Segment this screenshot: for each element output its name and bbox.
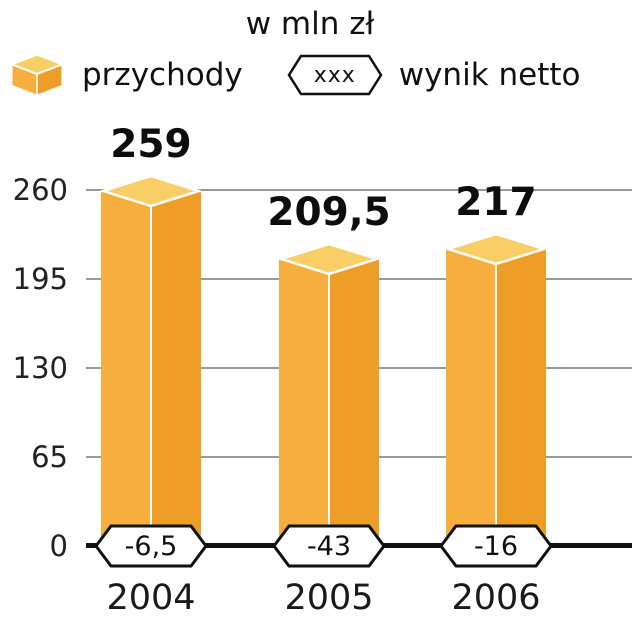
net-result-badge: -6,5 xyxy=(94,524,208,568)
plot-area: 259 -6,5 2004 209,5 xyxy=(86,122,632,618)
bar-right-face xyxy=(151,191,201,546)
bar-ridge-edge xyxy=(495,264,497,546)
y-tick-label: 65 xyxy=(31,440,68,474)
bar-right-face xyxy=(329,259,379,546)
bar-left-face xyxy=(101,191,151,546)
y-tick-label: 130 xyxy=(12,351,68,385)
y-axis: 0 65 130 195 260 xyxy=(0,173,80,563)
cube-icon xyxy=(9,53,65,97)
chart-title: w mln zł xyxy=(245,6,375,42)
x-axis-label: 2005 xyxy=(284,578,374,618)
hexagon-icon-label: xxx xyxy=(313,62,356,88)
bar-ridge-edge xyxy=(150,207,152,546)
bar-przychody xyxy=(101,175,201,546)
legend-label-przychody: przychody xyxy=(82,57,243,93)
bar-przychody xyxy=(446,232,546,546)
bar-left-face xyxy=(279,259,329,546)
bar-right-face xyxy=(496,248,546,546)
bar-top-face xyxy=(101,175,201,208)
legend-label-wynik-netto: wynik netto xyxy=(398,57,581,93)
bar-left-face xyxy=(446,248,496,546)
bar-value-label: 259 xyxy=(110,122,192,168)
bar-przychody xyxy=(279,242,379,546)
net-result-badge: -16 xyxy=(439,524,553,568)
bar-value-label: 217 xyxy=(455,179,537,225)
y-tick-label: 0 xyxy=(49,529,68,563)
hexagon-icon: xxx xyxy=(287,54,383,96)
net-result-value: -43 xyxy=(306,530,352,562)
net-result-value: -6,5 xyxy=(124,530,178,562)
y-tick-label: 260 xyxy=(12,173,68,207)
x-axis-label: 2006 xyxy=(451,578,541,618)
bar-ridge-edge xyxy=(328,275,330,546)
x-axis-label: 2004 xyxy=(106,578,196,618)
bar-value-label: 209,5 xyxy=(267,190,391,236)
net-result-badge: -43 xyxy=(272,524,386,568)
bar-group: 209,5 -43 2005 xyxy=(267,190,390,618)
bar-group: 217 -16 2006 xyxy=(439,180,553,618)
gridline xyxy=(86,189,632,191)
legend-item-przychody: przychody xyxy=(8,52,243,98)
legend: przychody xxx wynik netto xyxy=(8,52,581,98)
bar-group: 259 -6,5 2004 xyxy=(94,122,208,618)
net-result-value: -16 xyxy=(473,530,519,562)
legend-item-wynik-netto: xxx wynik netto xyxy=(287,54,581,96)
bar-top-face xyxy=(279,242,379,276)
bar-top-face xyxy=(446,232,546,266)
y-tick-label: 195 xyxy=(12,262,68,296)
